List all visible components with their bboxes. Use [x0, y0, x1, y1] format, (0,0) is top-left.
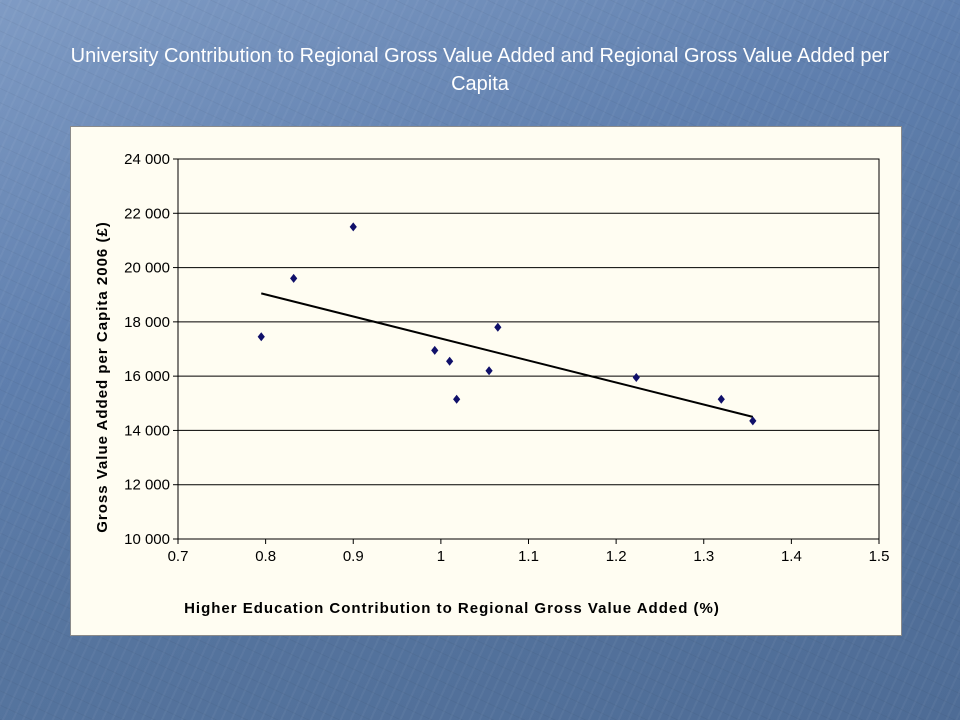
data-point	[485, 366, 493, 376]
data-point	[290, 273, 298, 283]
x-tick-label: 0.9	[343, 548, 364, 565]
data-point	[453, 394, 461, 404]
y-tick-label: 24 000	[124, 151, 170, 168]
data-point	[749, 416, 757, 426]
slide-title: University Contribution to Regional Gros…	[70, 45, 890, 95]
x-tick-label: 1	[437, 548, 445, 565]
gridlines	[178, 158, 879, 540]
scatter-chart: 10 000 12 000 14 000 16 000 18 000 20 000 22 0…	[94, 151, 889, 617]
data-point	[257, 332, 265, 342]
y-tick-label: 14 000	[124, 422, 170, 439]
x-tick-label: 1.1	[518, 548, 539, 565]
data-points	[257, 222, 757, 426]
x-tick-label: 0.8	[255, 548, 276, 565]
data-point	[632, 373, 640, 382]
y-tick-label: 12 000	[124, 477, 170, 494]
x-tick-label: 1.2	[606, 548, 627, 565]
data-point	[494, 322, 502, 332]
y-tick-label: 22 000	[124, 205, 170, 222]
x-tick-label: 1.3	[693, 548, 714, 565]
y-tick-label: 20 000	[124, 260, 170, 277]
data-point	[717, 394, 725, 404]
x-axis-title: Higher Education Contribution to Regiona…	[184, 600, 720, 617]
trendline-layer	[261, 292, 754, 418]
y-tick-label: 18 000	[124, 314, 170, 331]
y-tick-label: 16 000	[124, 368, 170, 385]
plot-area-border	[177, 158, 880, 540]
data-point	[349, 222, 357, 232]
axes	[173, 158, 880, 544]
x-tick-label: 0.7	[168, 548, 189, 565]
data-point	[446, 356, 454, 366]
x-tick-label: 1.5	[869, 548, 890, 565]
trendline	[261, 292, 754, 418]
y-axis-title: Gross Value Added per Capita 2006 (£)	[94, 221, 111, 533]
y-tick-label: 10 000	[124, 531, 170, 548]
x-tick-label: 1.4	[781, 548, 802, 565]
data-point	[431, 345, 439, 355]
chart-area: 10 000 12 000 14 000 16 000 18 000 20 000 22 0…	[70, 126, 902, 636]
tick-labels: 10 000 12 000 14 000 16 000 18 000 20 000 22 0…	[124, 151, 889, 565]
